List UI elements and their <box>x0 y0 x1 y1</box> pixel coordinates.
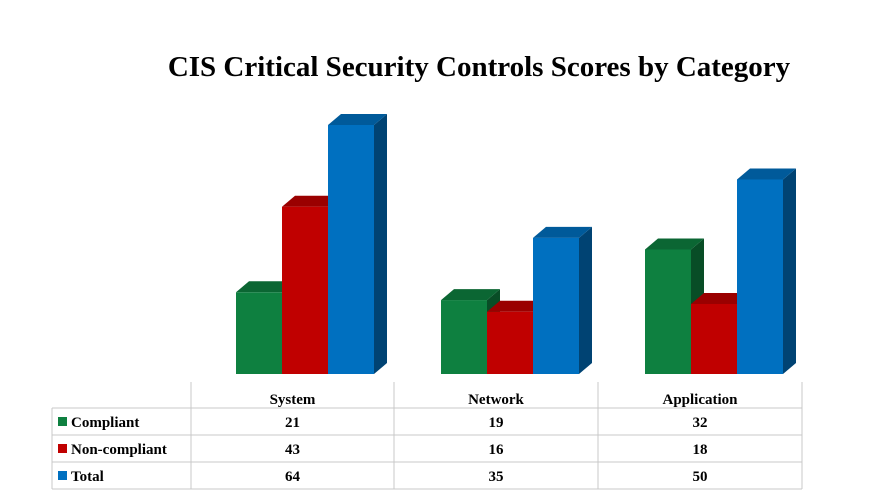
category-label-network: Network <box>468 392 524 408</box>
value-non-compliant-network: 16 <box>489 442 505 458</box>
legend-swatch-compliant <box>58 417 67 426</box>
bar-side-total-network <box>579 226 592 374</box>
bar-total-application <box>737 179 783 374</box>
value-non-compliant-system: 43 <box>285 442 300 458</box>
category-label-system: System <box>270 392 316 408</box>
bar-non-compliant-application <box>691 303 737 374</box>
value-total-application: 50 <box>693 469 708 485</box>
bar-compliant-system <box>236 292 282 374</box>
value-total-system: 64 <box>285 469 301 485</box>
legend-label-non-compliant: Non-compliant <box>71 442 167 458</box>
bar-area <box>236 114 796 374</box>
legend-label-compliant: Compliant <box>71 415 139 431</box>
legend-swatch-non-compliant <box>58 444 67 453</box>
bar-compliant-network <box>441 300 487 374</box>
bar-side-total-application <box>783 168 796 374</box>
value-compliant-system: 21 <box>285 415 300 431</box>
bar-top-compliant-network <box>441 289 500 301</box>
bar-non-compliant-system <box>282 206 328 374</box>
bar-top-total-network <box>533 226 592 238</box>
value-compliant-network: 19 <box>489 415 504 431</box>
value-non-compliant-application: 18 <box>693 442 708 458</box>
bar-non-compliant-network <box>487 311 533 374</box>
value-compliant-application: 32 <box>693 415 708 431</box>
bar-total-network <box>533 237 579 374</box>
legend-label-total: Total <box>71 469 104 485</box>
chart-title: CIS Critical Security Controls Scores by… <box>168 51 791 83</box>
bar-compliant-application <box>645 249 691 374</box>
bar-top-total-application <box>737 168 796 180</box>
bar-top-compliant-system <box>236 281 295 293</box>
bar-side-total-system <box>374 114 387 374</box>
bar-top-total-system <box>328 114 387 125</box>
data-table: System Network Application Compliant 21 19 32 N… <box>51 382 803 490</box>
bar-top-non-compliant-application <box>691 292 750 304</box>
bar-top-compliant-application <box>645 238 704 250</box>
bar-top-non-compliant-network <box>487 300 546 312</box>
category-label-application: Application <box>662 392 738 408</box>
legend-swatch-total <box>58 471 67 480</box>
bar-total-system <box>328 125 374 374</box>
bar-top-non-compliant-system <box>282 195 341 207</box>
value-total-network: 35 <box>489 469 504 485</box>
